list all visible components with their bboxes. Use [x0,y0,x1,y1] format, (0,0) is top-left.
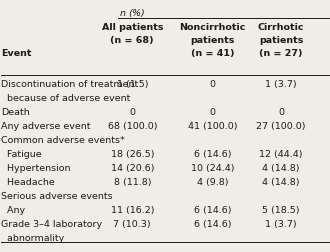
Text: 1 (3.7): 1 (3.7) [265,80,297,88]
Text: Fatigue: Fatigue [1,149,42,158]
Text: 1 (3.7): 1 (3.7) [265,219,297,228]
Text: 0: 0 [278,108,284,116]
Text: Death: Death [1,108,30,116]
Text: 4 (14.8): 4 (14.8) [262,177,300,186]
Text: 8 (11.8): 8 (11.8) [114,177,151,186]
Text: 0: 0 [210,80,215,88]
Text: Any adverse event: Any adverse event [1,121,91,130]
Text: 7 (10.3): 7 (10.3) [114,219,151,228]
Text: Noncirrhotic: Noncirrhotic [179,23,246,32]
Text: patients: patients [259,36,303,45]
Text: 4 (9.8): 4 (9.8) [197,177,228,186]
Text: Hypertension: Hypertension [1,163,71,172]
Text: (n = 68): (n = 68) [111,36,154,45]
Text: $n$ (%): $n$ (%) [119,7,146,18]
Text: Event: Event [1,49,32,58]
Text: 0: 0 [210,108,215,116]
Text: 6 (14.6): 6 (14.6) [194,219,231,228]
Text: abnormality: abnormality [1,233,65,242]
Text: (n = 27): (n = 27) [259,49,303,58]
Text: 68 (100.0): 68 (100.0) [108,121,157,130]
Text: All patients: All patients [102,23,163,32]
Text: 0: 0 [129,108,135,116]
Text: Headache: Headache [1,177,55,186]
Text: 5 (18.5): 5 (18.5) [262,205,300,214]
Text: 41 (100.0): 41 (100.0) [188,121,237,130]
Text: 1 (1.5): 1 (1.5) [116,80,148,88]
Text: 14 (20.6): 14 (20.6) [111,163,154,172]
Text: 27 (100.0): 27 (100.0) [256,121,306,130]
Text: 10 (24.4): 10 (24.4) [191,163,234,172]
Text: (n = 41): (n = 41) [191,49,234,58]
Text: 6 (14.6): 6 (14.6) [194,149,231,158]
Text: 4 (14.8): 4 (14.8) [262,163,300,172]
Text: Discontinuation of treatment: Discontinuation of treatment [1,80,139,88]
Text: Serious adverse events: Serious adverse events [1,191,113,200]
Text: 12 (44.4): 12 (44.4) [259,149,303,158]
Text: because of adverse event: because of adverse event [1,93,131,103]
Text: Cirrhotic: Cirrhotic [258,23,304,32]
Text: 11 (16.2): 11 (16.2) [111,205,154,214]
Text: 18 (26.5): 18 (26.5) [111,149,154,158]
Text: Common adverse events*: Common adverse events* [1,135,125,144]
Text: Any: Any [1,205,25,214]
Text: patients: patients [190,36,235,45]
Text: 6 (14.6): 6 (14.6) [194,205,231,214]
Text: Grade 3–4 laboratory: Grade 3–4 laboratory [1,219,103,228]
